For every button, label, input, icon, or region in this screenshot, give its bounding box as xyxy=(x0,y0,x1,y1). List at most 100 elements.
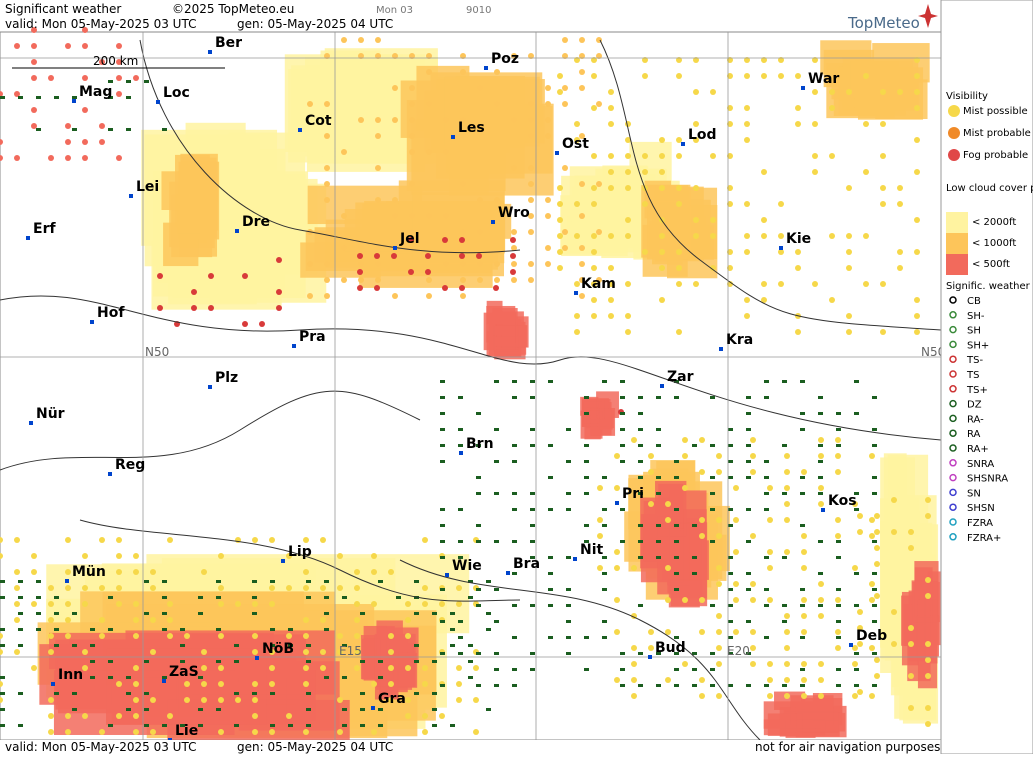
weather-dot xyxy=(557,201,563,207)
legend-item: < 2000ft xyxy=(972,217,1016,228)
rain-symbol xyxy=(144,612,149,615)
rain-symbol xyxy=(674,668,679,671)
weather-dot xyxy=(778,281,784,287)
rain-symbol xyxy=(486,628,491,631)
rain-symbol xyxy=(36,596,41,599)
weather-dot xyxy=(642,57,648,63)
weather-dot xyxy=(710,89,716,95)
weather-dot xyxy=(371,681,377,687)
rain-symbol xyxy=(198,612,203,615)
legend-item: DZ xyxy=(967,400,982,411)
weather-dot xyxy=(473,729,479,735)
rain-symbol xyxy=(468,580,473,583)
rain-symbol xyxy=(800,668,805,671)
legend-icon xyxy=(949,473,957,482)
rain-symbol xyxy=(440,620,445,623)
weather-dot xyxy=(324,133,330,139)
rain-symbol xyxy=(656,684,661,687)
rain-symbol xyxy=(440,444,445,447)
cloud-patch xyxy=(590,408,616,436)
weather-dot xyxy=(750,437,756,443)
weather-dot xyxy=(682,485,688,491)
legend-icon xyxy=(948,127,960,139)
rain-symbol xyxy=(548,508,553,511)
weather-dot xyxy=(48,649,54,655)
rain-symbol xyxy=(144,660,149,663)
rain-symbol xyxy=(530,604,535,607)
rain-symbol xyxy=(638,652,643,655)
weather-dot xyxy=(863,233,869,239)
legend-icon xyxy=(949,311,957,319)
cloud-patch xyxy=(911,580,933,626)
weather-dot xyxy=(818,437,824,443)
weather-dot xyxy=(835,597,841,603)
weather-dot xyxy=(14,537,20,543)
rain-symbol xyxy=(782,620,787,623)
legend-item: RA- xyxy=(967,414,984,425)
rain-symbol xyxy=(728,620,733,623)
weather-dot xyxy=(784,469,790,475)
rain-symbol xyxy=(486,612,491,615)
weather-dot xyxy=(82,585,88,591)
weather-dot xyxy=(925,705,931,711)
weather-dot xyxy=(116,155,122,161)
weather-dot xyxy=(269,537,275,543)
weather-dot xyxy=(857,529,863,535)
rain-symbol xyxy=(854,412,859,415)
rain-symbol xyxy=(342,644,347,647)
weather-dot xyxy=(897,89,903,95)
weather-dot xyxy=(324,197,330,203)
map-area: N50 N50 E15 E20 200 km Ber Poz War Mag Loc Cot Les O… xyxy=(0,27,945,742)
rain-symbol xyxy=(494,668,499,671)
rain-symbol xyxy=(710,668,715,671)
weather-dot xyxy=(545,197,551,203)
rain-symbol xyxy=(692,572,697,575)
rain-symbol xyxy=(530,540,535,543)
weather-dot xyxy=(591,297,597,303)
weather-dot xyxy=(914,169,920,175)
rain-symbol xyxy=(90,676,95,679)
rain-symbol xyxy=(306,708,311,711)
rain-symbol xyxy=(252,596,257,599)
weather-dot xyxy=(374,285,380,291)
weather-dot xyxy=(201,665,207,671)
city-label: War xyxy=(808,71,839,87)
weather-dot xyxy=(716,629,722,635)
rain-symbol xyxy=(638,428,643,431)
rain-symbol xyxy=(764,604,769,607)
run: Mon 03 xyxy=(376,5,413,16)
weather-dot xyxy=(477,197,483,203)
rain-symbol xyxy=(818,492,823,495)
weather-dot xyxy=(14,601,20,607)
rain-symbol xyxy=(728,428,733,431)
rain-symbol xyxy=(396,596,401,599)
weather-dot xyxy=(818,581,824,587)
border-line xyxy=(139,39,521,254)
weather-dot xyxy=(835,517,841,523)
rain-symbol xyxy=(458,652,463,655)
weather-dot xyxy=(767,549,773,555)
weather-dot xyxy=(528,53,534,59)
city-label: Erf xyxy=(33,221,56,237)
weather-dot xyxy=(784,693,790,699)
weather-dot xyxy=(65,713,71,719)
weather-dot xyxy=(167,537,173,543)
city-label: Bud xyxy=(655,640,686,656)
weather-dot xyxy=(0,553,3,559)
weather-dot xyxy=(625,169,631,175)
weather-dot xyxy=(409,149,415,155)
weather-dot xyxy=(511,277,517,283)
weather-dot xyxy=(320,665,326,671)
weather-dot xyxy=(252,537,258,543)
weather-dot xyxy=(557,233,563,239)
weather-dot xyxy=(574,281,580,287)
weather-dot xyxy=(269,665,275,671)
weather-dot xyxy=(320,537,326,543)
weather-dot xyxy=(473,665,479,671)
weather-dot xyxy=(269,649,275,655)
weather-dot xyxy=(443,117,449,123)
rain-symbol xyxy=(494,428,499,431)
weather-dot xyxy=(727,281,733,287)
weather-dot xyxy=(727,57,733,63)
weather-dot xyxy=(642,169,648,175)
